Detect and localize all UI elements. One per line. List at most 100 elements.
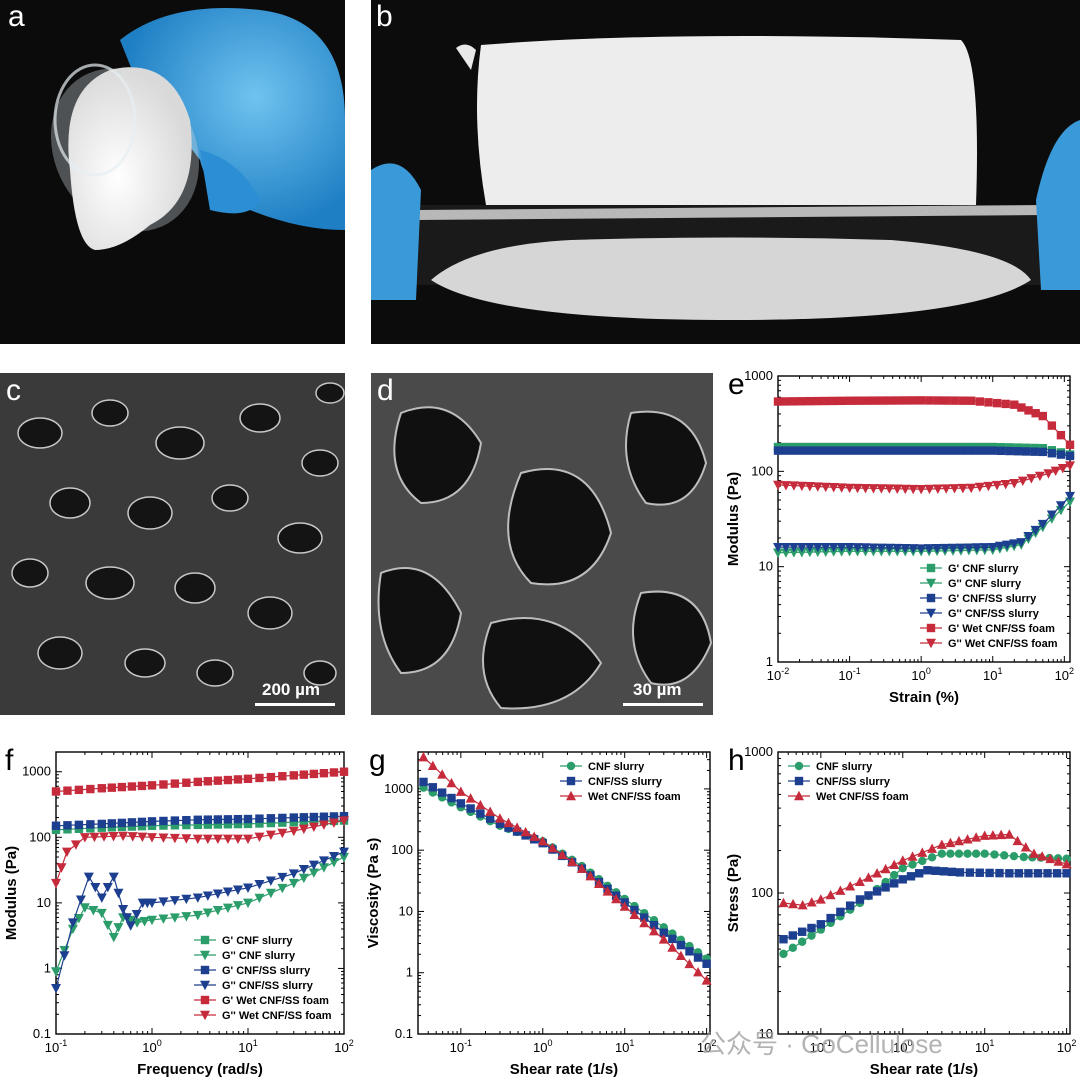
series-1 — [419, 777, 711, 968]
data-point — [640, 913, 649, 922]
data-point — [985, 868, 994, 878]
series-3 — [773, 491, 1075, 554]
data-point — [990, 850, 999, 859]
data-point — [812, 543, 823, 553]
data-point — [169, 896, 180, 906]
data-point — [102, 920, 113, 931]
data-point — [853, 396, 862, 405]
data-point — [137, 817, 147, 827]
data-point — [1004, 829, 1015, 839]
data-point — [1047, 449, 1057, 458]
data-point — [940, 446, 950, 455]
data-point — [132, 918, 143, 928]
data-point — [966, 483, 977, 494]
data-point — [815, 894, 826, 904]
data-point — [907, 851, 918, 861]
data-point — [223, 775, 233, 785]
data-point — [941, 484, 952, 494]
legend-label: Wet CNF/SS foam — [816, 791, 909, 803]
legend-label: G'' CNF/SS slurry — [222, 980, 314, 992]
data-point — [788, 548, 799, 558]
data-point — [118, 905, 129, 915]
data-point — [884, 484, 895, 494]
data-point — [265, 888, 276, 899]
y-axis-label: Modulus (Pa) — [3, 846, 20, 940]
legend-marker — [200, 965, 210, 975]
data-point — [602, 886, 613, 896]
data-point — [932, 484, 943, 494]
data-point — [1061, 859, 1072, 869]
data-point — [796, 543, 807, 553]
data-point — [288, 826, 299, 837]
data-point — [885, 446, 894, 455]
data-point — [994, 541, 1005, 552]
data-point — [158, 897, 169, 907]
data-point — [1065, 461, 1075, 471]
data-point — [63, 786, 72, 795]
data-point — [328, 851, 339, 862]
data-point — [456, 799, 466, 808]
legend-label: G' CNF slurry — [948, 563, 1019, 575]
data-point — [864, 891, 873, 900]
data-point — [339, 767, 349, 776]
x-tick-label: 10-1 — [810, 1038, 832, 1055]
data-point — [329, 812, 339, 821]
x-tick-label: 10-2 — [767, 666, 789, 683]
data-point — [1043, 869, 1052, 878]
x-tick-label: 102 — [697, 1038, 716, 1055]
data-point — [277, 883, 288, 894]
legend-marker — [794, 761, 804, 771]
data-point — [778, 897, 789, 908]
series-line — [55, 820, 345, 831]
data-point — [79, 903, 90, 913]
data-point — [939, 867, 948, 876]
y-tick-label: 10 — [399, 903, 413, 918]
data-point — [967, 396, 976, 405]
data-point — [339, 816, 349, 826]
data-point — [147, 817, 157, 826]
data-point — [485, 814, 495, 823]
data-point — [277, 872, 288, 883]
data-point — [909, 446, 918, 455]
data-point — [996, 829, 1007, 840]
data-point — [1065, 497, 1075, 507]
data-point — [51, 878, 61, 889]
data-point — [266, 772, 276, 782]
data-point — [893, 396, 902, 405]
data-point — [987, 830, 998, 840]
series-2 — [418, 751, 712, 985]
data-point — [446, 777, 457, 788]
data-point — [979, 830, 990, 840]
legend-label: Wet CNF/SS foam — [588, 791, 681, 803]
data-point — [1046, 510, 1057, 520]
data-point — [684, 958, 695, 969]
data-point — [685, 947, 694, 956]
legend-marker — [200, 935, 210, 945]
legend-label: G' Wet CNF/SS foam — [222, 995, 329, 1007]
data-point — [821, 446, 830, 455]
data-point — [1037, 519, 1048, 530]
data-point — [909, 396, 918, 405]
data-point — [288, 878, 299, 889]
data-point — [593, 878, 604, 889]
data-point — [485, 806, 496, 816]
data-point — [1017, 403, 1026, 412]
data-point — [971, 832, 982, 842]
data-point — [254, 880, 265, 890]
data-point — [75, 895, 86, 905]
data-point — [99, 832, 109, 842]
data-point — [170, 816, 180, 825]
data-point — [877, 446, 886, 455]
data-point — [987, 543, 998, 553]
data-point — [1009, 539, 1020, 549]
data-point — [67, 918, 78, 928]
data-point — [1001, 399, 1010, 409]
legend-marker — [926, 608, 936, 619]
data-point — [329, 768, 339, 777]
x-tick-label: 10-1 — [45, 1038, 67, 1055]
data-point — [897, 855, 908, 865]
data-point — [1000, 479, 1011, 490]
data-point — [328, 858, 339, 868]
data-point — [1062, 869, 1071, 878]
series-4 — [773, 396, 1075, 449]
